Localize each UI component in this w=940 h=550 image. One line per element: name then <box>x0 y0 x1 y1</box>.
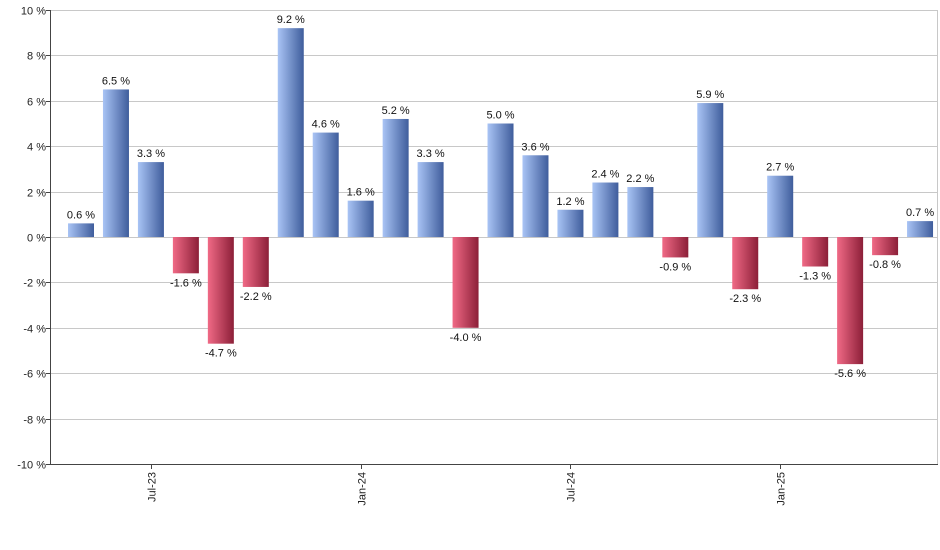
x-tick-label: Jan-25 <box>776 472 788 506</box>
bar-positive <box>68 223 94 237</box>
bar-negative <box>207 237 234 344</box>
bars <box>68 28 934 365</box>
bar-data-label: -0.9 % <box>659 261 691 273</box>
bar-positive <box>627 187 654 237</box>
bar-positive <box>697 103 724 237</box>
bar-data-label: 5.0 % <box>486 110 514 122</box>
y-tick-labels: 10 % 8 % 6 % 4 % 2 % 0 % -2 % -4 % -6 % -8 % -10 % <box>17 6 46 472</box>
y-tick-label: -2 % <box>23 278 46 290</box>
bar-data-label: 3.3 % <box>417 148 445 160</box>
bar-positive <box>592 182 619 237</box>
bar-data-label: -0.8 % <box>869 259 901 271</box>
bar-data-label: 3.6 % <box>521 141 549 153</box>
bar-negative <box>242 237 269 287</box>
bar-positive <box>312 132 339 237</box>
bar-data-label: 5.9 % <box>696 89 724 101</box>
bar-data-label: -4.7 % <box>205 348 237 360</box>
bar-positive <box>137 162 164 237</box>
bar-data-label: -1.3 % <box>799 271 831 283</box>
y-tick-label: -4 % <box>23 324 46 336</box>
bar-positive <box>907 221 934 237</box>
y-tick-label: 6 % <box>27 97 46 109</box>
x-tick-label: Jul-23 <box>147 472 159 502</box>
y-tick-label: 8 % <box>27 51 46 63</box>
bar-data-label: -4.0 % <box>450 332 482 344</box>
x-tick-label: Jan-24 <box>357 472 369 506</box>
y-tick-label: 4 % <box>27 142 46 154</box>
bar-data-label: 2.7 % <box>766 162 794 174</box>
y-tick-label: -10 % <box>17 460 46 472</box>
axes <box>46 10 938 469</box>
bar-data-label: 2.2 % <box>626 173 654 185</box>
bar-positive <box>487 123 514 237</box>
bar-negative <box>172 237 199 274</box>
bar-negative <box>662 237 689 258</box>
bar-negative <box>452 237 479 328</box>
x-tick-label: Jul-24 <box>566 472 578 502</box>
bar-data-label: 1.2 % <box>556 196 584 208</box>
data-labels: 0.6 % 6.5 % 3.3 % -1.6 % -4.7 % -2.2 % 9.2 % 4.… <box>67 14 934 380</box>
bar-positive <box>347 200 374 237</box>
bar-positive <box>382 118 409 237</box>
bar-data-label: -2.2 % <box>240 291 272 303</box>
bar-negative <box>802 237 829 267</box>
bar-positive <box>417 162 444 237</box>
y-tick-label: -6 % <box>23 369 46 381</box>
bar-positive <box>102 89 129 237</box>
x-tick-labels: Jul-23 Jan-24 Jul-24 Jan-25 <box>147 472 788 506</box>
bar-positive <box>522 155 549 237</box>
bar-positive <box>277 28 304 237</box>
y-tick-label: 2 % <box>27 188 46 200</box>
bar-data-label: -2.3 % <box>729 293 761 305</box>
bar-data-label: 2.4 % <box>591 169 619 181</box>
bar-data-label: 0.6 % <box>67 209 95 221</box>
bar-data-label: 6.5 % <box>102 75 130 87</box>
y-tick-label: 10 % <box>21 6 46 18</box>
bar-negative <box>837 237 864 365</box>
bar-data-label: -1.6 % <box>170 277 202 289</box>
bar-data-label: 9.2 % <box>277 14 305 26</box>
bar-data-label: 5.2 % <box>382 105 410 117</box>
bar-data-label: 3.3 % <box>137 148 165 160</box>
y-tick-label: 0 % <box>27 233 46 245</box>
bar-data-label: 4.6 % <box>312 119 340 131</box>
bar-data-label: 1.6 % <box>347 187 375 199</box>
bar-positive <box>557 209 584 237</box>
bar-data-label: 0.7 % <box>906 207 934 219</box>
bar-negative <box>732 237 759 290</box>
bar-negative <box>872 237 899 256</box>
bar-positive <box>767 175 794 237</box>
bar-data-label: -5.6 % <box>834 368 866 380</box>
y-tick-label: -8 % <box>23 415 46 427</box>
